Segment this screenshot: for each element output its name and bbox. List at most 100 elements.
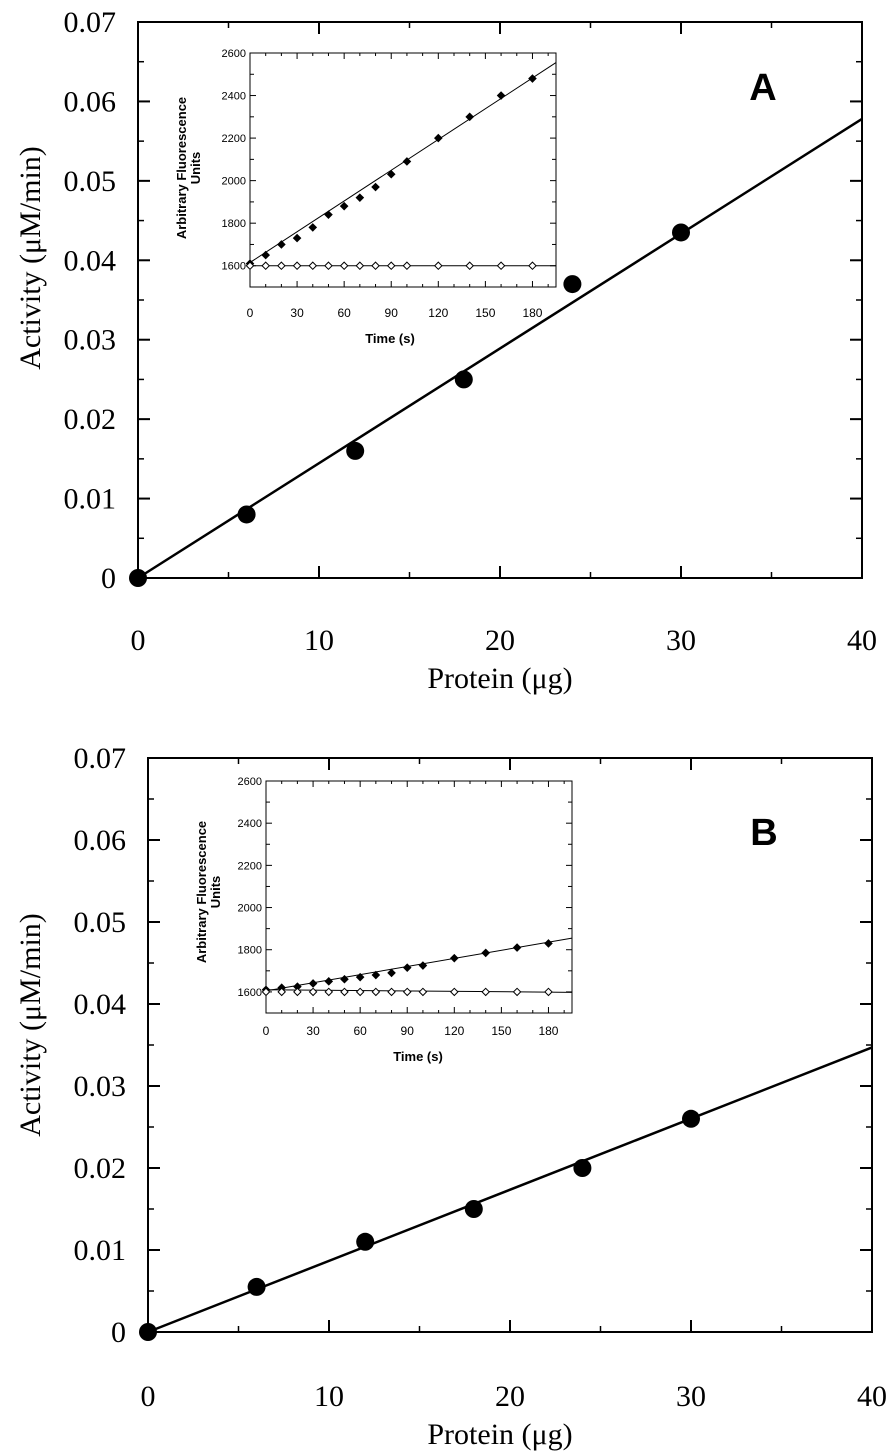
y-tick-label: 0.07 xyxy=(64,6,117,39)
y-tick-label: 0.06 xyxy=(64,85,117,118)
inset-point-open xyxy=(277,261,286,271)
inset-x-tick-label: 150 xyxy=(475,306,495,320)
y-tick-label: 0.02 xyxy=(74,1152,127,1185)
inset-point-open xyxy=(496,261,506,271)
inset-frame xyxy=(265,780,573,1014)
inset-x-tick-label: 0 xyxy=(247,306,254,320)
inset-point-filled xyxy=(355,193,365,202)
y-tick-label: 0.02 xyxy=(64,403,117,436)
y-tick-label: 0.01 xyxy=(74,1234,127,1267)
inset-point-open xyxy=(308,261,318,271)
inset-point-open xyxy=(355,987,365,997)
x-tick-label: 20 xyxy=(485,624,515,657)
x-axis-label: Protein (μg) xyxy=(427,662,572,695)
inset-x-tick-label: 150 xyxy=(491,1024,511,1038)
data-point xyxy=(454,370,473,389)
inset-y-tick-label: 2400 xyxy=(238,818,262,830)
inset-x-tick-label: 180 xyxy=(522,306,542,320)
y-tick-label: 0.05 xyxy=(64,165,117,198)
y-tick-label: 0 xyxy=(111,1316,126,1349)
inset-point-filled xyxy=(528,74,537,83)
inset-y-tick-label: 1600 xyxy=(222,261,246,273)
inset-y-tick-label: 2200 xyxy=(222,133,246,145)
inset-x-tick-label: 30 xyxy=(290,306,304,320)
data-point xyxy=(129,569,147,587)
inset-point-filled xyxy=(340,974,349,984)
inset-point-open xyxy=(544,987,553,997)
inset-frame xyxy=(249,52,557,288)
inset-x-axis-label: Time (s) xyxy=(365,331,415,346)
inset-point-filled xyxy=(465,112,474,122)
inset-point-filled xyxy=(292,233,302,243)
inset-point-filled xyxy=(371,970,381,980)
panel-b: 0 0.01 0.02 0.03 0.04 0.05 0.06 0.07 0 10 20 30 40 Pr… xyxy=(14,742,887,1451)
panel-label: A xyxy=(749,67,776,109)
inset-point-filled xyxy=(481,948,490,958)
inset-point-open xyxy=(324,987,334,997)
inset-y-axis-label-line2: Units xyxy=(188,152,203,185)
y-tick-label: 0.01 xyxy=(64,483,117,516)
x-axis-label: Protein (μg) xyxy=(427,1418,572,1451)
y-tick-label: 0.04 xyxy=(74,988,127,1021)
x-tick-label: 10 xyxy=(314,1380,344,1413)
inset-y-axis-label: Arbitrary FluorescenceUnits xyxy=(194,821,223,963)
inset-y-axis-label-line2: Units xyxy=(208,876,223,909)
inset-x-tick-label: 30 xyxy=(306,1024,320,1038)
inset-point-filled xyxy=(386,169,396,179)
data-point xyxy=(139,1323,157,1341)
data-point xyxy=(247,1277,266,1296)
inset-y-tick-label: 1800 xyxy=(222,218,246,230)
inset-y-axis-label-line1: Arbitrary Fluorescence xyxy=(194,821,209,963)
data-point xyxy=(682,1109,700,1128)
y-tick-label: 0.05 xyxy=(74,906,127,939)
inset-point-open xyxy=(245,261,255,271)
data-point xyxy=(237,505,256,524)
inset-x-tick-label: 90 xyxy=(385,306,399,320)
inset-point-filled xyxy=(308,979,318,988)
fit-line xyxy=(137,117,863,580)
inset-point-open xyxy=(261,261,270,271)
panel-a: 0 0.01 0.02 0.03 0.04 0.05 0.06 0.07 0 10 20 30 40 Pr… xyxy=(14,6,877,695)
inset-point-open xyxy=(371,987,381,997)
inset-point-open xyxy=(418,987,428,997)
inset-point-open xyxy=(512,987,522,997)
data-point xyxy=(563,275,582,294)
x-tick-label: 30 xyxy=(666,624,696,657)
inset-point-filled xyxy=(387,968,396,978)
y-tick-label: 0 xyxy=(101,562,116,595)
x-tick-label: 40 xyxy=(847,624,877,657)
inset-point-open xyxy=(371,261,380,271)
y-tick-label: 0.03 xyxy=(64,324,117,357)
inset-point-filled xyxy=(402,157,412,166)
inset-point-filled xyxy=(418,961,428,970)
x-tick-label: 20 xyxy=(495,1380,525,1413)
inset-point-filled xyxy=(324,210,333,219)
inset-point-open xyxy=(386,261,396,271)
inset-point-filled xyxy=(371,182,380,192)
inset-point-open xyxy=(402,987,412,997)
data-point xyxy=(346,441,365,460)
inset-point-open xyxy=(402,261,412,271)
inset-point-open xyxy=(450,987,459,997)
inset-x-tick-label: 0 xyxy=(263,1024,270,1038)
inset-y-tick-label: 2400 xyxy=(222,91,246,103)
fit-line xyxy=(147,1046,873,1334)
inset-point-filled xyxy=(339,201,349,211)
inset-x-axis-label: Time (s) xyxy=(393,1049,443,1064)
inset-point-filled xyxy=(402,963,412,972)
inset-point-filled xyxy=(450,953,459,963)
inset-x-tick-label: 120 xyxy=(444,1024,464,1038)
inset-x-tick-label: 60 xyxy=(337,306,351,320)
inset-point-filled xyxy=(512,943,522,952)
x-tick-label: 40 xyxy=(857,1380,887,1413)
inset-point-open xyxy=(481,987,490,997)
inset-point-open xyxy=(308,987,318,997)
inset-y-tick-label: 1600 xyxy=(238,987,262,999)
inset-point-open xyxy=(465,261,474,271)
inset-x-tick-label: 180 xyxy=(538,1024,558,1038)
inset-point-open xyxy=(434,261,443,271)
inset-point-filled xyxy=(496,91,506,100)
data-point xyxy=(356,1232,375,1251)
inset-point-filled xyxy=(324,977,334,986)
